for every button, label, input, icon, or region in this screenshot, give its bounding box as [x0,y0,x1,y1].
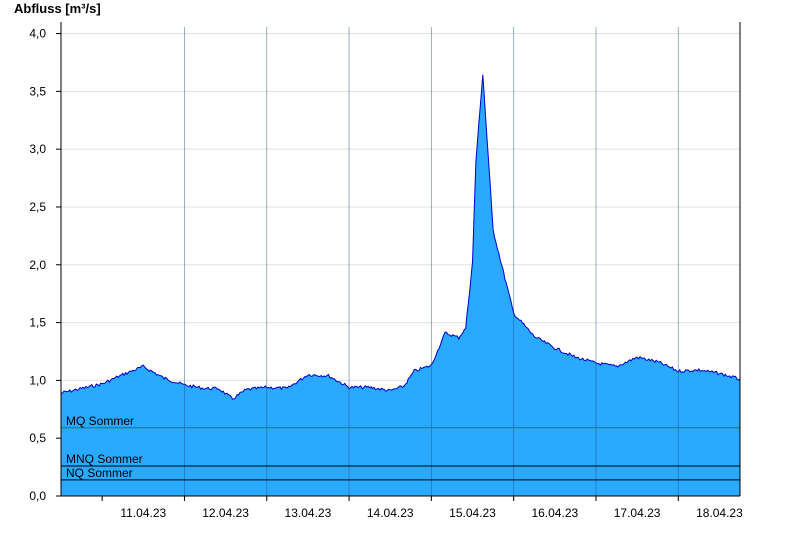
y-tick-label: 1,0 [29,373,46,387]
grid [61,33,740,439]
y-tick-label: 4,0 [29,27,46,41]
reference-line-label: MNQ Sommer [66,452,143,466]
y-tick-label: 1,5 [29,316,46,330]
reference-line-label: MQ Sommer [66,414,134,428]
x-tick-label: 17.04.23 [614,506,661,520]
plot-area [60,27,741,497]
y-tick-label: 2,0 [29,258,46,272]
y-tick-label: 0,5 [29,431,46,445]
x-tick-label: 11.04.23 [120,506,166,520]
y-tick-label: 3,5 [29,84,46,98]
y-tick-label: 2,5 [29,200,46,214]
y-tick-label: 0,0 [29,489,46,503]
y-axis-label: Abfluss [m³/s] [14,1,101,16]
discharge-area [61,74,740,497]
axes: 11.04.23 12.04.23 13.04.23 14.04.23 15.04.23… [29,22,743,520]
x-tick-label: 13.04.23 [285,506,332,520]
reference-line-label: NQ Sommer [66,466,133,480]
discharge-line [60,74,741,400]
x-tick-label: 16.04.23 [531,506,578,520]
x-tick-label: 15.04.23 [449,506,496,520]
x-tick-label: 14.04.23 [367,506,414,520]
x-tick-label: 18.04.23 [696,506,743,520]
x-tick-label: 12.04.23 [202,506,249,520]
y-tick-label: 3,0 [29,142,46,156]
